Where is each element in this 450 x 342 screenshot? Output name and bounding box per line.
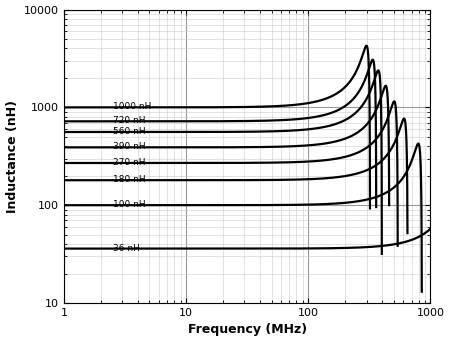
Text: 100 nH: 100 nH (112, 200, 145, 209)
Text: 270 nH: 270 nH (112, 158, 145, 167)
Text: 36 nH: 36 nH (112, 244, 140, 252)
Text: 560 nH: 560 nH (112, 127, 145, 136)
Text: 720 nH: 720 nH (112, 116, 145, 125)
Text: 1000 nH: 1000 nH (112, 102, 151, 111)
Text: 180 nH: 180 nH (112, 175, 145, 184)
X-axis label: Frequency (MHz): Frequency (MHz) (188, 324, 307, 337)
Y-axis label: Inductance (nH): Inductance (nH) (5, 100, 18, 213)
Text: 390 nH: 390 nH (112, 142, 145, 152)
